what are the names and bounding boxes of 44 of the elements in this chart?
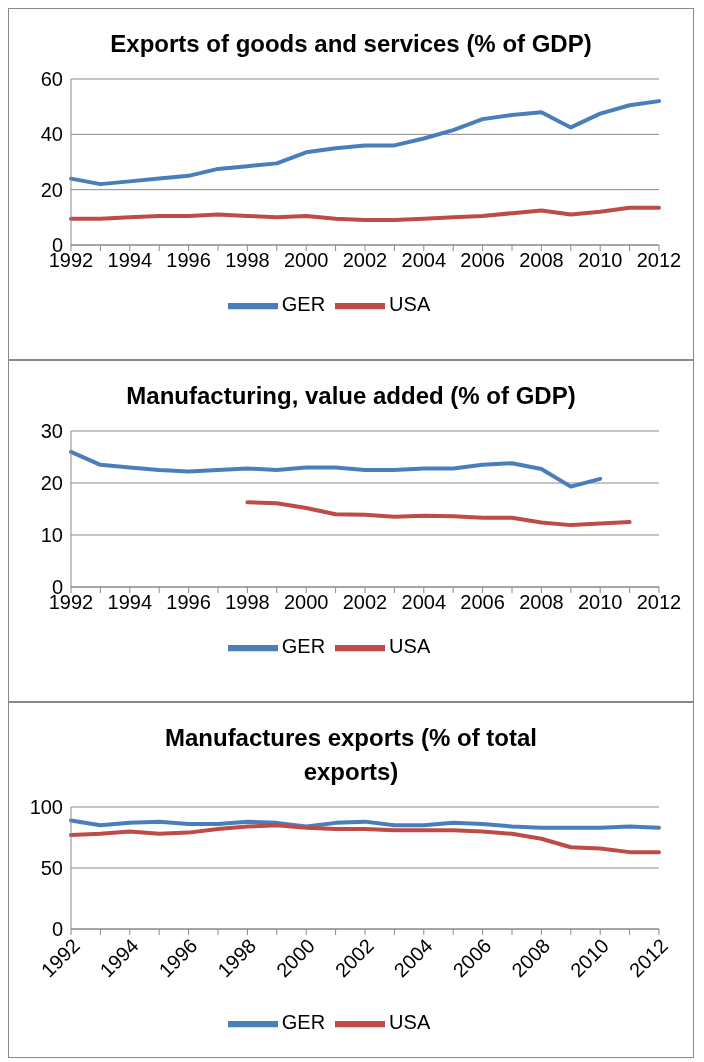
legend-label: USA [389, 1011, 431, 1034]
x-tick-label: 2002 [342, 249, 388, 272]
x-tick-label: 2012 [636, 249, 682, 272]
y-tick-label: 50 [40, 857, 63, 880]
x-tick-label: 2002 [342, 591, 388, 614]
legend-label: USA [389, 293, 431, 316]
y-tick-label: 0 [51, 918, 63, 941]
x-tick-label: 1998 [225, 591, 270, 614]
y-tick-label: 10 [40, 524, 63, 547]
line-series [69, 205, 661, 223]
x-tick-label: 2004 [401, 591, 447, 614]
x-tick-label: 2000 [283, 591, 329, 614]
chart-title: Manufactures exports (% of total exports) [163, 723, 538, 787]
chart-title: Manufacturing, value added (% of GDP) [125, 381, 577, 411]
y-tick-label: 20 [40, 178, 63, 201]
line-series [69, 449, 603, 489]
x-tick-label: 2006 [460, 591, 505, 614]
legend-label: GER [281, 1011, 326, 1034]
y-tick-label: 100 [29, 796, 63, 819]
x-tick-label: 2010 [577, 591, 623, 614]
y-tick-label: 20 [40, 472, 63, 495]
line-series [69, 99, 661, 187]
line-series [69, 818, 661, 830]
y-tick-label: 30 [40, 420, 63, 443]
x-tick-label: 1996 [166, 249, 211, 272]
x-tick-label: 1994 [107, 249, 153, 272]
x-tick-label: 1994 [107, 591, 153, 614]
legend-label: GER [281, 635, 326, 658]
x-tick-label: 2012 [636, 591, 682, 614]
chart-title: Exports of goods and services (% of GDP) [109, 29, 593, 59]
x-tick-label: 2010 [577, 249, 623, 272]
x-tick-label: 2008 [519, 249, 564, 272]
x-tick-label: 2008 [519, 591, 564, 614]
x-tick-label: 2004 [401, 249, 447, 272]
x-tick-label: 1996 [166, 591, 211, 614]
x-tick-label: 2000 [283, 249, 329, 272]
legend-label: GER [281, 293, 326, 316]
y-tick-label: 60 [40, 68, 63, 91]
legend-label: USA [389, 635, 431, 658]
y-tick-label: 40 [40, 123, 63, 146]
x-tick-label: 2006 [460, 249, 505, 272]
line-series [69, 823, 661, 855]
line-series [245, 500, 632, 528]
x-tick-label: 1998 [225, 249, 270, 272]
